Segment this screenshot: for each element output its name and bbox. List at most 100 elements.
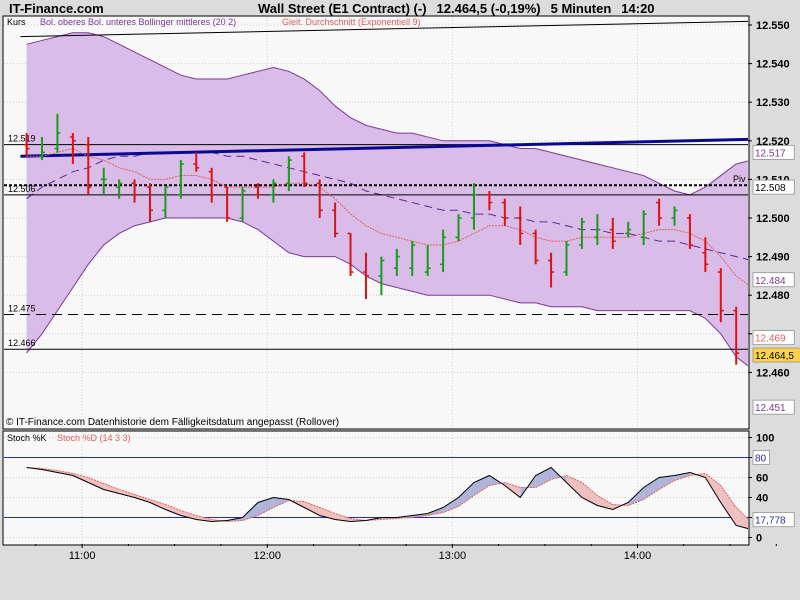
ohlc-bar [795, 361, 800, 384]
legend-ema: Gleit. Durchschnitt (Exponentiell 9) [282, 17, 421, 27]
stochastic-lines [26, 466, 748, 530]
ohlc-bar [177, 160, 184, 199]
trend-lines [20, 20, 748, 158]
ohlc-bar [54, 113, 61, 153]
ohlc-bar [548, 252, 555, 288]
stoch-right-label: 17,778 [755, 516, 786, 527]
price-footer: © IT-Finance.com Datenhistorie dem Fälli… [6, 417, 339, 428]
stoch-fill-segment [242, 502, 258, 521]
ohlc-bar [563, 241, 570, 276]
ohlc-bar [193, 152, 200, 172]
stoch-fill-segment [535, 467, 552, 488]
ohlc-bar [69, 133, 76, 164]
stoch-fill-segment [720, 485, 737, 526]
ohlc-bar [39, 136, 46, 161]
ohlc-bar [146, 183, 153, 222]
ohlc-bar [208, 167, 215, 203]
price-y-tick-label: 12.460 [756, 367, 790, 379]
brand-logo-text: IT-Finance.com [9, 1, 104, 16]
stochastic-right-labels: 80 17,778 [752, 450, 795, 528]
ohlc-bar [424, 245, 431, 276]
price-y-tick-label: 12.530 [756, 97, 790, 109]
ohlc-bar [578, 218, 585, 249]
ohlc-bar [409, 241, 416, 276]
stoch-right-label-box [752, 450, 770, 465]
stoch-fill-segment [504, 482, 521, 498]
stoch-fill-segment [304, 501, 320, 516]
ohlc-bar [85, 136, 92, 195]
stochastic-grid [4, 432, 748, 544]
stoch-fill-segment [134, 494, 150, 503]
price-right-labels: 12.517 12.508 12.484 12.469 12.464,5 12.451 [752, 145, 800, 415]
long-trend-line [20, 20, 748, 38]
time-tick-label: 13:00 [439, 550, 467, 562]
level-lines: 12.519 12.506 12.475 12.466 Piv [4, 134, 748, 350]
stoch-right-label: 80 [755, 454, 767, 465]
interval-label: 5 Minuten [550, 1, 612, 16]
price-right-label-box [752, 179, 795, 195]
ohlc-bar [625, 221, 632, 238]
ohlc-bar [455, 214, 462, 242]
time-label: 14:20 [621, 1, 655, 16]
level-label: 12.519 [8, 134, 36, 144]
stochastic-y-axis: 1006040020 [748, 433, 774, 545]
stochastic-panel [2, 430, 750, 546]
price-right-label: 12.508 [755, 183, 786, 194]
stoch-fill-segment [443, 497, 459, 513]
ohlc-bar [702, 237, 709, 273]
ohlc-bar [470, 183, 477, 230]
blue-trend-line [20, 137, 748, 158]
price-y-tick-label: 12.540 [756, 59, 790, 71]
price-y-tick-label: 12.490 [756, 252, 790, 264]
stoch-fill-segment [119, 489, 135, 498]
ohlc-bar [717, 268, 724, 323]
price-y-tick-label: 12.520 [756, 136, 790, 148]
price-y-tick-label: 12.550 [756, 20, 790, 32]
price-right-label: 12.484 [755, 276, 786, 287]
ohlc-bar [594, 214, 601, 246]
ohlc-bar [686, 214, 693, 249]
price-right-label-box [752, 330, 795, 346]
stoch-y-tick-label: 0 [756, 533, 762, 545]
level-label: 12.475 [8, 304, 36, 314]
price-right-label: 12.464,5 [755, 351, 794, 362]
stoch-fill-segment [273, 497, 289, 508]
time-tick-label: 14:00 [624, 550, 652, 562]
ohlc-bar [609, 218, 616, 249]
stoch-fill-segment [165, 504, 181, 516]
ohlc-bar [501, 198, 508, 226]
stoch-y-tick-label: 60 [756, 473, 768, 485]
ohlc-bar [332, 202, 339, 238]
stoch-k-line [26, 466, 748, 530]
ohlc-bar [131, 179, 138, 203]
stoch-fill-segment [705, 473, 721, 503]
stoch-fill-segment [473, 475, 490, 496]
legend-stoch-d: Stoch %D (14 3 3) [57, 433, 131, 443]
stoch-fill-segment [149, 499, 166, 510]
ohlc-bar [285, 156, 292, 191]
stoch-fill-segment [103, 483, 120, 494]
pivot-label: Piv [733, 174, 746, 184]
price-y-tick-label: 12.480 [756, 290, 790, 302]
chart-title: Wall Street (E1 Contract) (-) 12.464,5 (-… [258, 1, 665, 16]
ohlc-bar [162, 186, 169, 218]
ohlc-bar [23, 133, 30, 157]
level-label: 12.466 [8, 338, 36, 348]
ohlc-bar [347, 232, 354, 276]
legend-kurs: Kurs [7, 17, 26, 27]
price-right-label: 12.469 [755, 334, 786, 345]
price-right-label-box [752, 399, 795, 415]
ohlc-bar [640, 210, 647, 246]
ohlc-bar [486, 190, 493, 211]
stoch-fill-segment [581, 482, 598, 506]
ohlc-bar [733, 306, 740, 365]
time-tick-label: 11:00 [69, 550, 96, 562]
ohlc-bar [116, 179, 123, 199]
instrument-name: Wall Street (E1 Contract) (-) [258, 1, 427, 16]
price-right-label-box [752, 347, 800, 363]
level-label: 12.506 [8, 184, 36, 194]
stoch-right-label-box [752, 512, 795, 528]
stoch-fill-segment [628, 487, 644, 506]
